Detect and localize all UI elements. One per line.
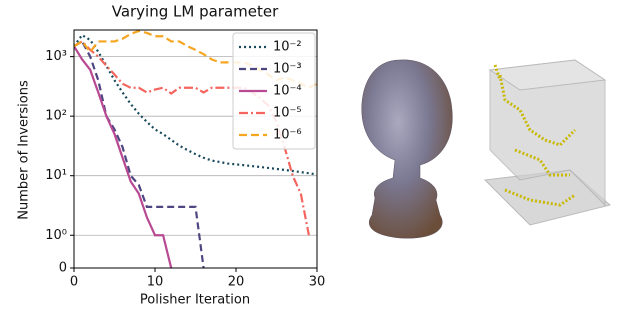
y-tick-label: 0 — [59, 261, 67, 276]
legend-label: 10⁻⁴ — [273, 84, 302, 99]
legend-label: 10⁻² — [273, 40, 302, 55]
x-tick-label: 30 — [309, 275, 326, 290]
y-tick-label: 10³ — [45, 49, 67, 64]
y-axis-label: Number of Inversions — [17, 80, 32, 220]
y-tick-label: 10⁰ — [45, 228, 67, 243]
chart-title: Varying LM parameter — [112, 3, 279, 21]
y-tick-label: 10¹ — [45, 168, 67, 183]
cube-render — [485, 60, 610, 225]
x-tick-label: 10 — [147, 275, 164, 290]
bust-render — [362, 60, 453, 238]
legend-label: 10⁻³ — [273, 62, 302, 77]
legend-label: 10⁻⁶ — [273, 128, 302, 143]
x-tick-label: 20 — [228, 275, 245, 290]
series-line — [74, 41, 204, 268]
series-line — [74, 46, 171, 268]
x-tick-label: 0 — [70, 275, 78, 290]
y-tick-label: 10² — [45, 109, 67, 124]
legend-label: 10⁻⁵ — [273, 106, 302, 121]
figure: Varying LM parameter Polisher Iteration … — [0, 0, 617, 320]
x-axis-label: Polisher Iteration — [140, 293, 250, 308]
